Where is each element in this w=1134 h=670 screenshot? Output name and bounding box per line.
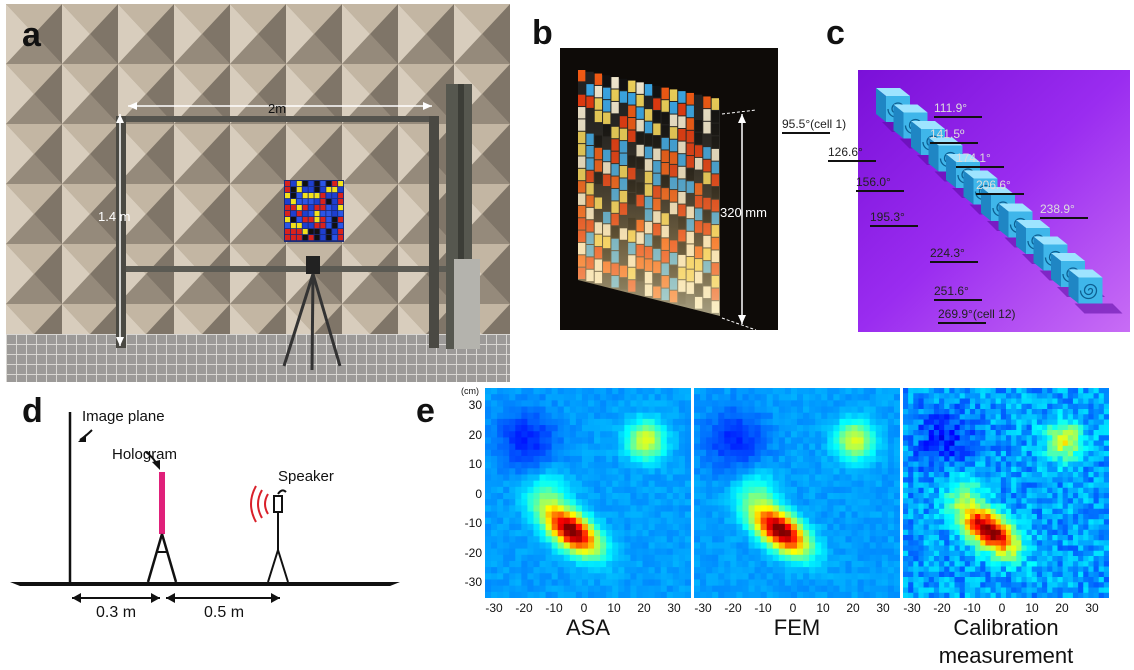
x-tick-label: -10 (545, 601, 563, 615)
angle-label-cell-4: 141.5º (930, 127, 965, 141)
x-tick-label: -20 (724, 601, 742, 615)
x-tick-label: 20 (1055, 601, 1069, 615)
x-tick-label: 0 (789, 601, 797, 615)
heatmap-asa (485, 388, 691, 598)
width-dimension-label: 2m (268, 101, 287, 116)
heatmap-fem (694, 388, 900, 598)
y-tick-label: 10 (468, 457, 482, 471)
angle-label-cell-12: 269.9°(cell 12) (938, 307, 1016, 321)
caption-fem: FEM (773, 615, 821, 640)
panel-letter-c: c (826, 14, 845, 52)
y-axis-unit: (cm) (461, 386, 479, 396)
y-tick-label: -30 (464, 575, 482, 589)
heatmap-calibration (903, 388, 1109, 598)
x-tick-label: -20 (933, 601, 951, 615)
x-tick-label: 30 (667, 601, 681, 615)
setup-schematic (10, 412, 400, 603)
panel-a-photo: 2m 1.4 m (6, 4, 510, 382)
x-tick-label: -10 (963, 601, 981, 615)
y-tick-label: -20 (464, 545, 482, 560)
y-tick-label: 0 (475, 486, 482, 501)
x-tick-label: 10 (607, 601, 621, 615)
angle-label-cell-1: 95.5°(cell 1) (782, 117, 847, 131)
x-tick-label: 30 (1085, 601, 1099, 615)
x-tick-label: 20 (846, 601, 860, 615)
angle-label-cell-8: 206.6° (976, 178, 1011, 192)
image-plane-label: Image plane (82, 408, 165, 425)
x-tick-label: 0 (580, 601, 588, 615)
caption-calibration: Calibration measurement (938, 615, 1074, 668)
speaker-box (273, 495, 283, 513)
panel-letter-a: a (22, 16, 41, 54)
speaker-label: Speaker (278, 468, 334, 485)
sample-height-label: 320 mm (720, 205, 767, 220)
x-tick-label: 0 (998, 601, 1006, 615)
distance-0.5m-label: 0.5 m (204, 604, 245, 621)
angle-label-cell-7: 195.3° (870, 210, 905, 224)
panel-letter-e: e (416, 392, 435, 430)
x-tick-label: -20 (515, 601, 533, 615)
angle-label-cell-5: 156.0° (856, 175, 891, 189)
hologram-sample (284, 180, 344, 242)
panel-b-photo: 320 mm (560, 48, 778, 330)
y-tick-label: -10 (464, 516, 482, 530)
x-tick-label: 10 (1025, 601, 1039, 615)
hologram-bar (159, 472, 165, 534)
hologram-label: Hologram (112, 446, 178, 463)
angle-label-cell-11: 251.6° (934, 284, 969, 298)
panel-c-render (858, 70, 1130, 332)
y-tick-label: 20 (468, 427, 482, 442)
x-tick-label: 20 (637, 601, 651, 615)
anechoic-chamber-image (6, 4, 510, 382)
hologram-closeup-image (578, 70, 757, 330)
x-tick-label: -10 (754, 601, 772, 615)
x-tick-label: -30 (903, 601, 921, 615)
angle-leader-lines (782, 116, 1088, 324)
angle-label-cell-9: 224.3° (930, 246, 965, 260)
unit-cells-render (858, 70, 1130, 332)
x-tick-label: -30 (485, 601, 503, 615)
x-tick-label: -30 (694, 601, 712, 615)
y-tick-label: 30 (468, 398, 482, 412)
height-dimension-label: 1.4 m (98, 209, 131, 224)
angle-label-cell-6: 174.1° (956, 151, 991, 165)
distance-0.3m-label: 0.3 m (96, 604, 137, 621)
x-tick-label: 10 (816, 601, 830, 615)
caption-asa: ASA (565, 615, 611, 640)
panel-letter-d: d (22, 392, 43, 430)
angle-label-cell-2: 111.9° (934, 101, 968, 115)
panel-letter-b: b (532, 14, 553, 52)
x-tick-label: 30 (876, 601, 890, 615)
angle-label-cell-3: 126.6° (828, 145, 863, 159)
angle-label-cell-10: 238.9° (1040, 202, 1075, 216)
